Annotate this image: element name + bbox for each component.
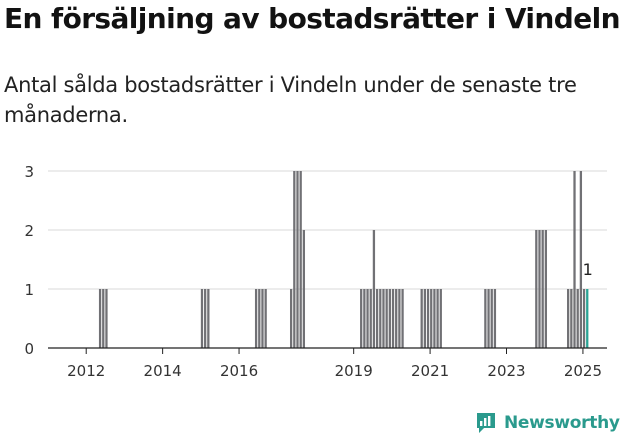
y-tick-label: 3 (24, 163, 34, 181)
bar (360, 289, 363, 348)
bar (102, 289, 105, 348)
bar (493, 289, 497, 348)
bar (293, 171, 296, 348)
bar (200, 289, 204, 348)
bar (439, 289, 442, 348)
bar (398, 289, 401, 348)
bar (433, 289, 436, 348)
bar (372, 230, 376, 348)
x-tick-label: 2023 (487, 362, 525, 380)
gridlines (48, 170, 607, 290)
y-tick-label: 0 (24, 340, 34, 358)
bar (204, 289, 207, 348)
bar (375, 289, 379, 348)
bar (385, 289, 388, 348)
bar-chart: 0 1 2 3 1 2012 2014 2016 2019 2021 2023 2025 (24, 163, 607, 380)
bar (487, 289, 490, 348)
bar (391, 289, 395, 348)
bar (207, 289, 210, 348)
bar (573, 171, 576, 348)
bar (401, 289, 404, 348)
bar (299, 171, 302, 348)
bars (98, 171, 589, 348)
bar (538, 230, 541, 348)
tick-labels: 0 1 2 3 1 2012 2014 2016 2019 2021 2023 2025 (24, 163, 602, 380)
bar (261, 289, 264, 348)
bar (264, 289, 267, 348)
bar (541, 230, 544, 348)
bar (436, 289, 439, 348)
bar (567, 289, 570, 348)
chart-subtitle: Antal sålda bostadsrätter i Vindeln unde… (4, 73, 577, 127)
newsworthy-icon (477, 413, 495, 433)
x-axis (48, 347, 607, 354)
bar (579, 171, 583, 348)
bar (382, 289, 385, 348)
bar (420, 289, 423, 348)
bar (379, 289, 382, 348)
bar (535, 230, 538, 348)
page-title: En försäljning av bostadsrätter i Vindel… (4, 2, 621, 35)
bar (570, 289, 573, 348)
bar (254, 289, 258, 348)
brand-name: Newsworthy (504, 413, 620, 433)
bar-value-label: 1 (583, 260, 593, 279)
bar (395, 289, 398, 348)
bar (98, 289, 102, 348)
bar (296, 171, 299, 348)
y-tick-label: 1 (24, 281, 34, 299)
bar (544, 230, 548, 348)
bar (430, 289, 433, 348)
bar (258, 289, 261, 348)
bar (366, 289, 369, 348)
newsworthy-logo[interactable]: Newsworthy (475, 408, 620, 438)
bar (576, 289, 579, 348)
bar (388, 289, 391, 348)
bar (105, 289, 108, 348)
bar (369, 289, 372, 348)
bar (302, 230, 306, 348)
x-tick-label: 2016 (220, 362, 258, 380)
x-tick-label: 2014 (144, 362, 182, 380)
bar (289, 289, 293, 348)
y-tick-label: 2 (24, 222, 34, 240)
bar (423, 289, 427, 348)
x-tick-label: 2021 (411, 362, 449, 380)
bar (490, 289, 493, 348)
bar (484, 289, 487, 348)
bar (426, 289, 430, 348)
x-tick-label: 2025 (564, 362, 602, 380)
bar (363, 289, 366, 348)
x-tick-label: 2019 (335, 362, 373, 380)
bar (582, 289, 586, 348)
highlighted-bar (586, 289, 589, 348)
x-tick-label: 2012 (67, 362, 105, 380)
